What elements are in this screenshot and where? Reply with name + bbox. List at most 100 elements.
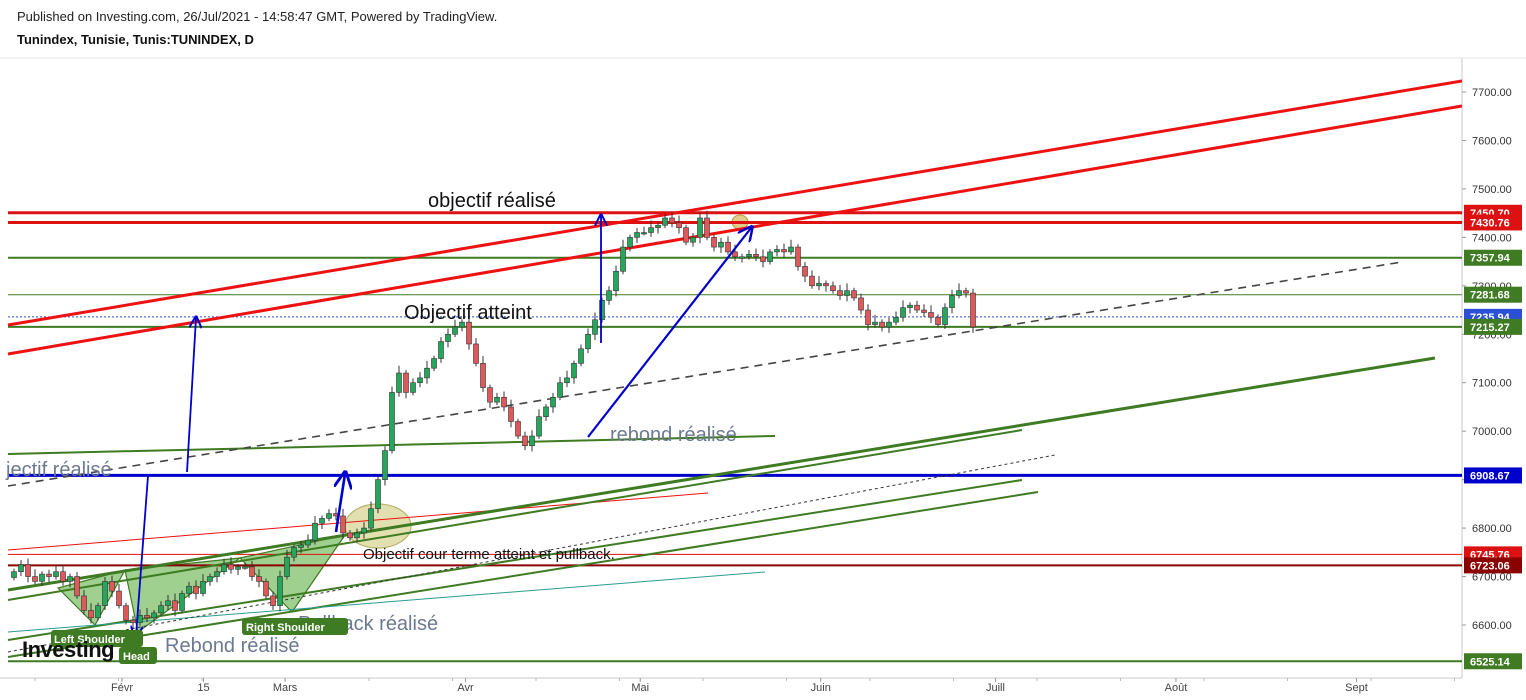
candle-body	[963, 290, 969, 294]
candle-body	[753, 254, 759, 258]
candle-body	[543, 406, 549, 417]
candle	[788, 239, 794, 255]
candle-body	[802, 266, 808, 277]
annotation-objectif-realise-left: jectif réalisé	[5, 459, 112, 481]
candle-body	[312, 522, 318, 541]
candle-body	[718, 241, 724, 248]
y-tick-label: 6700.00	[1472, 572, 1512, 584]
candle-body	[942, 307, 948, 325]
candle-body	[319, 518, 325, 524]
candle-body	[858, 297, 864, 311]
price-badge-label: 6723.06	[1470, 560, 1510, 572]
y-tick-label: 7100.00	[1472, 378, 1512, 390]
candle-body	[522, 435, 528, 447]
green-trend-2	[7, 429, 1023, 601]
price-badge-label: 7215.27	[1470, 322, 1510, 334]
candlestick-series	[11, 210, 976, 629]
candle	[550, 392, 556, 413]
candle-body	[242, 566, 248, 569]
x-tick-label: Févr	[111, 682, 133, 694]
x-tick-label: Mai	[631, 682, 649, 694]
candle	[928, 305, 934, 324]
price-badge	[1464, 653, 1522, 670]
candle-body	[788, 246, 794, 253]
candle-body	[767, 251, 773, 262]
candle-body	[326, 513, 332, 519]
candle-body	[60, 571, 66, 582]
candle-body	[382, 450, 388, 480]
candle	[60, 564, 66, 586]
candle-body	[305, 539, 311, 546]
left-shoulder-label: Left Shoulder	[51, 630, 143, 647]
candle	[382, 446, 388, 486]
candle-body	[648, 227, 654, 233]
candle-body	[403, 372, 409, 393]
candle-body	[130, 619, 136, 623]
candle	[67, 573, 73, 588]
y-tick-label: 7000.00	[1472, 426, 1512, 438]
candle	[417, 372, 423, 388]
candle	[501, 391, 507, 412]
candle	[613, 265, 619, 297]
arrow-1	[136, 475, 149, 636]
candle	[95, 602, 101, 621]
candle	[473, 338, 479, 367]
candle	[487, 384, 493, 408]
candle-body	[893, 317, 899, 323]
candle	[319, 515, 325, 530]
candle-body	[487, 387, 493, 403]
right-shoulder-label: Right Shoulder	[242, 618, 348, 635]
candle	[935, 314, 941, 328]
candle	[592, 312, 598, 341]
green-trend-4	[7, 491, 1039, 658]
candle	[403, 370, 409, 399]
candle	[578, 344, 584, 367]
candle-body	[683, 227, 689, 243]
candle-body	[900, 307, 906, 318]
candle	[508, 399, 514, 428]
candle	[312, 515, 318, 545]
candle	[865, 304, 871, 331]
candle-body	[620, 246, 626, 272]
candle-body	[11, 571, 17, 578]
candle-body	[46, 573, 52, 577]
candle	[81, 590, 87, 615]
price-badge	[1464, 249, 1522, 266]
x-tick-label: Mars	[273, 682, 298, 694]
candle	[165, 594, 171, 610]
candle-body	[186, 585, 192, 594]
chart-title: Tunindex, Tunisie, Tunis:TUNINDEX, D	[17, 32, 254, 47]
candle-body	[501, 396, 507, 408]
candle-body	[536, 416, 542, 437]
candle-body	[410, 382, 416, 393]
candle	[424, 360, 430, 384]
arrow-5	[587, 228, 751, 438]
candle	[249, 561, 255, 581]
candle-body	[732, 251, 738, 258]
candle	[564, 370, 570, 388]
candle-body	[123, 605, 129, 621]
candle	[676, 215, 682, 234]
candle-body	[445, 333, 451, 342]
head-label: Head	[119, 647, 157, 664]
candle-body	[781, 249, 787, 253]
candle	[942, 303, 948, 329]
candle	[606, 286, 612, 305]
candle-body	[165, 600, 171, 606]
candle-body	[837, 290, 843, 296]
candle	[347, 530, 353, 541]
candle-body	[739, 256, 745, 259]
candle-body	[347, 532, 353, 539]
candle-body	[25, 564, 31, 577]
price-badge	[1464, 467, 1522, 484]
candle-body	[417, 377, 423, 384]
candle	[445, 328, 451, 348]
candle-body	[256, 576, 262, 582]
price-badge	[1464, 318, 1522, 335]
candle-body	[494, 396, 500, 403]
x-tick-label: Juin	[811, 682, 831, 694]
candle	[949, 289, 955, 314]
left-shoulder-text: Left Shoulder	[54, 634, 126, 646]
dashed-trend-main	[7, 261, 1403, 487]
